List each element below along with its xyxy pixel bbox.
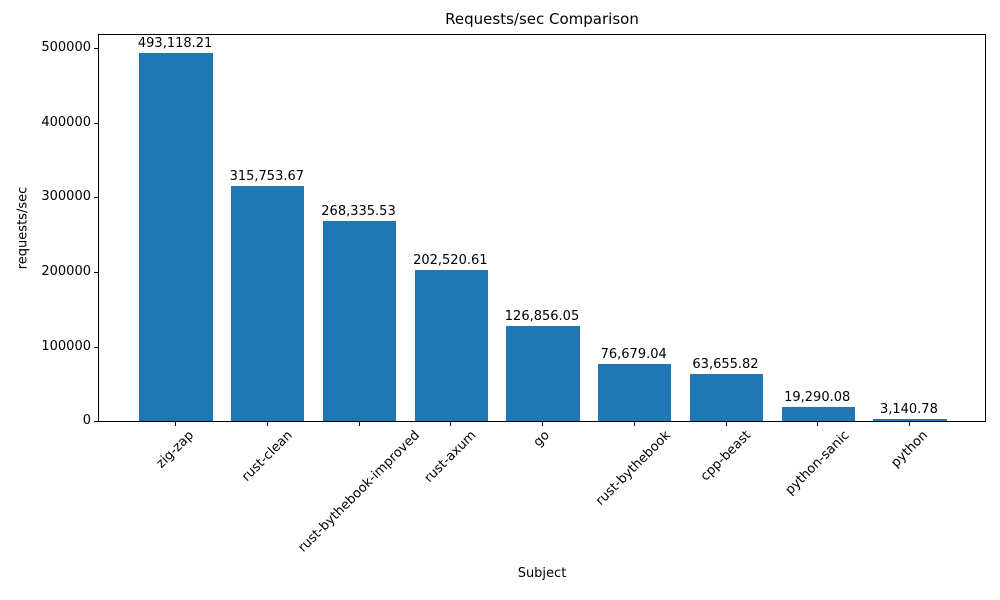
- bar-value-label: 493,118.21: [137, 36, 213, 52]
- y-tick-mark: [94, 421, 98, 422]
- y-tick-mark: [94, 197, 98, 199]
- bar-value-label: 63,655.82: [692, 356, 759, 372]
- x-axis-label: Subject: [517, 566, 567, 581]
- y-tick-label: 400000: [41, 114, 91, 130]
- x-tick-label: rust-bythebook: [593, 428, 675, 509]
- bar: [506, 326, 580, 421]
- x-tick-label: cpp-beast: [697, 428, 754, 485]
- bar: [414, 270, 488, 421]
- bar: [689, 373, 764, 421]
- x-tick-label: go: [531, 428, 554, 451]
- plot-area: [98, 34, 986, 422]
- bar-value-label: 3,140.78: [879, 401, 938, 417]
- x-tick-label: python: [887, 428, 931, 471]
- bar-value-label: 19,290.08: [784, 389, 851, 405]
- x-tick-label: python-sanic: [782, 428, 853, 498]
- bar: [781, 406, 855, 421]
- x-tick-mark: [725, 422, 727, 426]
- x-tick-label: rust-bythebook-improved: [295, 428, 423, 556]
- bar-value-label: 268,335.53: [321, 204, 396, 219]
- y-tick-label: 200000: [41, 263, 91, 279]
- bar-value-label: 126,856.05: [504, 309, 580, 325]
- x-tick-mark: [633, 422, 635, 426]
- x-tick-label: rust-clean: [238, 428, 296, 485]
- x-tick-label: zig-zap: [153, 428, 198, 472]
- y-tick-label: 0: [82, 413, 91, 428]
- y-tick-mark: [94, 271, 98, 273]
- bar-value-label: 76,679.04: [600, 346, 667, 362]
- bar-value-label: 202,520.61: [413, 253, 488, 268]
- y-tick-mark: [94, 122, 98, 124]
- y-tick-label: 500000: [41, 40, 91, 56]
- y-tick-mark: [94, 346, 98, 348]
- x-tick-label: rust-axum: [421, 428, 479, 486]
- bar: [139, 53, 213, 421]
- y-tick-label: 100000: [41, 338, 91, 354]
- bar: [231, 185, 305, 421]
- x-tick-mark: [908, 422, 910, 426]
- x-tick-mark: [450, 422, 452, 426]
- x-tick-mark: [817, 422, 819, 426]
- chart-title: Requests/sec Comparison: [445, 10, 639, 28]
- y-axis-label: requests/sec: [15, 186, 31, 270]
- x-tick-mark: [266, 422, 268, 426]
- x-tick-mark: [542, 422, 543, 426]
- x-tick-mark: [175, 422, 177, 426]
- y-tick-label: 300000: [41, 189, 91, 205]
- y-tick-mark: [94, 48, 98, 50]
- bar: [873, 418, 947, 421]
- bar: [322, 221, 397, 421]
- x-tick-mark: [358, 422, 360, 426]
- bar-value-label: 315,753.67: [229, 168, 305, 184]
- bar: [598, 363, 672, 421]
